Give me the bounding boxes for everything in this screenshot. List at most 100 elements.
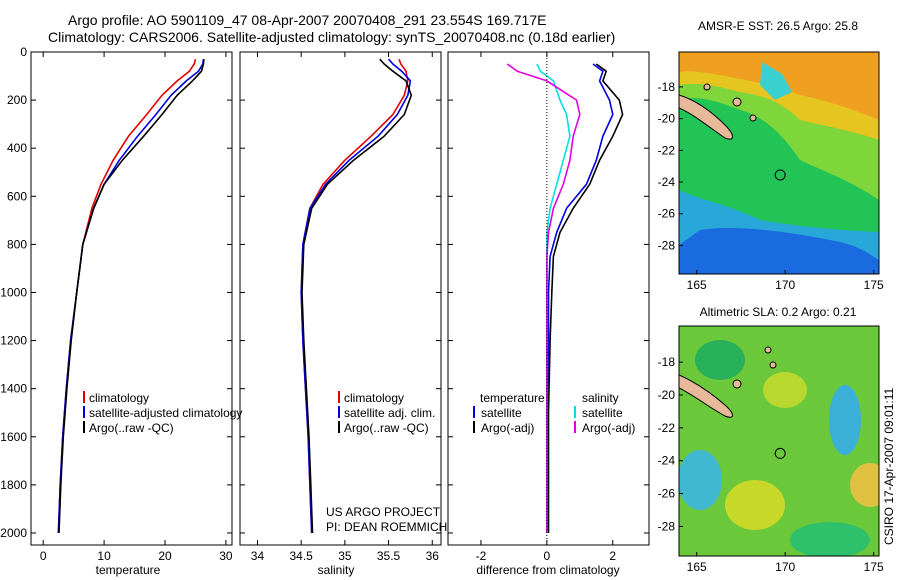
sla-high-anomaly	[850, 463, 879, 507]
x-tick-label: 35	[338, 549, 352, 563]
y-tick-label: 1800	[0, 478, 27, 492]
x-tick-label: 165	[687, 560, 707, 574]
legend-label-temp-argo: Argo(-adj)	[481, 421, 534, 435]
y-tick-label: -26	[658, 487, 676, 501]
series-line	[547, 63, 624, 533]
legend-label-satellite: satellite-adjusted climatology	[89, 406, 242, 420]
legend-label-argo: Argo(..raw -QC)	[89, 421, 174, 435]
island-marker	[703, 83, 711, 91]
legend-label-satellite: satellite adj. clim.	[344, 406, 435, 420]
argo-profile-location-marker	[774, 447, 786, 459]
legend-label-sal-argo: Argo(-adj)	[582, 421, 635, 435]
legend-label-argo: Argo(..raw -QC)	[344, 421, 429, 435]
series-line	[57, 59, 205, 534]
salinity-axes: 34 34.5 35 35.5 36	[240, 51, 441, 563]
x-tick-label: 2	[609, 549, 616, 563]
creation-stamp: CSIRO 17-Apr-2007 09:01:11	[882, 387, 896, 545]
island-marker	[749, 114, 757, 122]
y-tick-label: -22	[658, 421, 676, 435]
x-tick-label: -2	[476, 549, 487, 563]
sla-low-anomaly	[679, 450, 722, 510]
x-tick-label: 175	[864, 278, 884, 292]
island-marker	[769, 361, 777, 369]
project-credit: US ARGO PROJECT	[326, 505, 441, 519]
y-tick-label: -28	[658, 238, 676, 252]
difference-series	[506, 63, 624, 533]
y-tick-label: 800	[7, 237, 27, 251]
y-tick-label: -26	[658, 207, 676, 221]
sla-high-anomaly	[725, 480, 785, 530]
sst-map-field	[679, 52, 879, 274]
temperature-xlabel: temperature	[96, 563, 161, 577]
island-marker	[732, 97, 742, 107]
y-tick-label: -28	[658, 519, 676, 533]
x-tick-label: 0	[544, 549, 551, 563]
y-tick-label: 0	[20, 45, 27, 59]
sla-low-anomaly	[790, 522, 870, 556]
difference-legend: temperature satellite Argo(-adj) salinit…	[473, 391, 635, 435]
sla-map-field	[679, 326, 879, 556]
y-tick-label: 1400	[0, 382, 27, 396]
series-line	[58, 59, 205, 534]
y-tick-label: -18	[658, 80, 676, 94]
x-tick-label: 0	[40, 549, 47, 563]
difference-axes: -2 0 2	[448, 51, 649, 563]
sla-high-anomaly	[763, 372, 807, 408]
sla-map-title: Altimetric SLA: 0.2 Argo: 0.21	[700, 305, 857, 319]
x-tick-label: 36	[426, 549, 440, 563]
temperature-legend: climatology satellite-adjusted climatolo…	[83, 391, 242, 435]
sst-map-frame	[678, 51, 880, 275]
y-tick-label: -18	[658, 355, 676, 369]
y-tick-label: 1200	[0, 334, 27, 348]
salinity-panel-frame	[239, 51, 442, 546]
y-tick-label: -22	[658, 143, 676, 157]
series-line	[301, 58, 413, 534]
sst-cold-spot	[760, 62, 792, 100]
x-tick-label: 34.5	[289, 549, 313, 563]
temperature-panel-frame	[30, 51, 233, 546]
y-tick-label: -20	[658, 388, 676, 402]
legend-group-salinity: salinity	[582, 391, 619, 405]
sla-map-frame	[678, 325, 880, 557]
x-tick-label: 30	[219, 549, 233, 563]
series-line	[57, 58, 197, 534]
difference-xlabel: difference from climatology	[476, 563, 619, 577]
salinity-series	[300, 58, 413, 534]
difference-panel-frame	[447, 51, 650, 546]
island-marker	[764, 346, 772, 354]
temperature-series	[57, 58, 205, 534]
x-tick-label: 170	[775, 560, 795, 574]
x-tick-label: 165	[687, 278, 707, 292]
argo-profile-location-marker	[774, 169, 786, 181]
new-caledonia-land	[679, 94, 733, 140]
legend-label-climatology: climatology	[89, 391, 149, 405]
sst-band-blue	[679, 228, 879, 274]
x-tick-label: 35.5	[377, 549, 401, 563]
legend-label-sal-satellite: satellite	[582, 406, 623, 420]
y-tick-label: 200	[7, 93, 27, 107]
sst-map-title: AMSR-E SST: 26.5 Argo: 25.8	[698, 19, 858, 33]
new-caledonia-land	[679, 374, 733, 418]
y-tick-label: 1600	[0, 430, 27, 444]
pi-credit: PI: DEAN ROEMMICH	[326, 520, 447, 534]
x-tick-label: 175	[864, 560, 884, 574]
figure-title-line1: Argo profile: AO 5901109_47 08-Apr-2007 …	[68, 12, 546, 28]
series-line	[300, 58, 409, 534]
temperature-axes: 0 200 400 600 800 1000 1200 1400 1600 1800 2000 0 10…	[0, 45, 233, 563]
x-tick-label: 34	[251, 549, 265, 563]
sla-map-axes: 165 170 175 -18 -20 -22 -24 -26 -28	[658, 355, 884, 574]
legend-label-temp-satellite: satellite	[481, 406, 522, 420]
sst-map-axes: 165 170 175 -18 -20 -22 -24 -26 -28	[658, 80, 884, 292]
sla-low-anomaly	[695, 340, 745, 380]
y-tick-label: -20	[658, 112, 676, 126]
y-tick-label: -24	[658, 454, 676, 468]
salinity-xlabel: salinity	[318, 563, 355, 577]
sla-low-anomaly	[829, 385, 861, 455]
x-tick-label: 10	[97, 549, 111, 563]
y-tick-label: 1000	[0, 285, 27, 299]
legend-group-temperature: temperature	[480, 391, 545, 405]
x-tick-label: 170	[775, 278, 795, 292]
y-tick-label: 2000	[0, 526, 27, 540]
figure-title-line2: Climatology: CARS2006. Satellite-adjuste…	[48, 29, 615, 45]
